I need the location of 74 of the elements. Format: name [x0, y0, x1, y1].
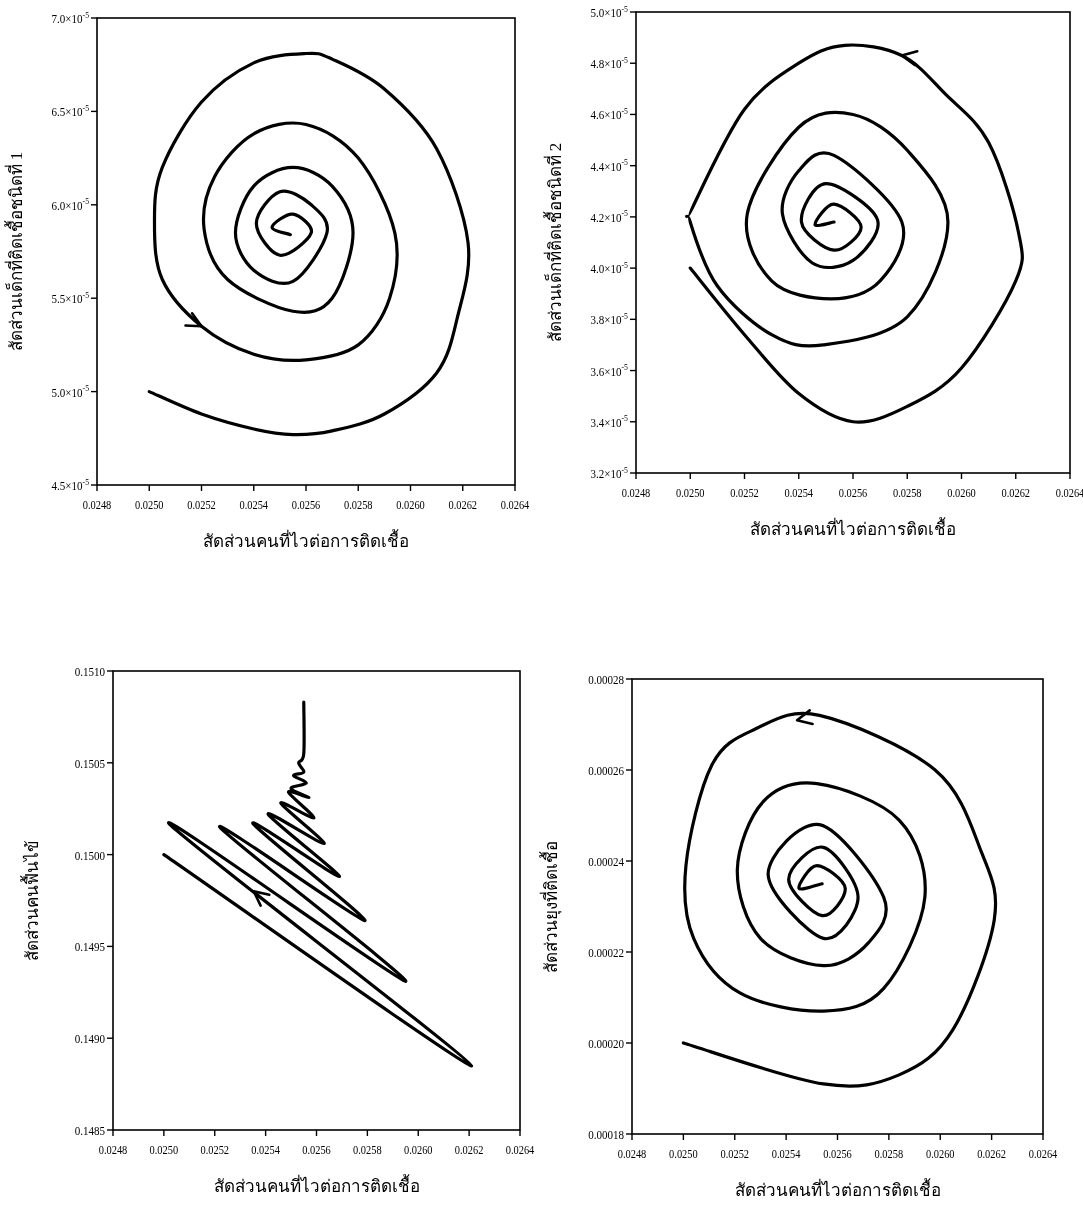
x-tick-label: 0.0248	[621, 485, 651, 501]
y-tick-label: 4.4×10$^{-5}$	[590, 156, 628, 174]
x-tick-label: 0.0256	[291, 497, 321, 513]
x-tick-label: 0.0256	[823, 1146, 852, 1162]
y-axis-title: สัดส่วนเด็กที่ติดเชื้อชนิดที่ 2	[543, 142, 565, 343]
x-tick-label: 0.0260	[947, 485, 976, 501]
x-tick-label: 0.0262	[977, 1146, 1007, 1162]
x-tick-label: 0.0264	[1028, 1146, 1058, 1162]
x-axis-title: สัดส่วนคนที่ไวต่อการติดเชื้อ	[213, 1174, 420, 1196]
x-tick-label: 0.0262	[448, 497, 478, 513]
y-tick-label: 4.8×10$^{-5}$	[590, 54, 628, 72]
x-axis-title: สัดส่วนคนที่ไวต่อการติดเชื้อ	[734, 1178, 941, 1200]
y-tick-label: 0.1485	[74, 1123, 105, 1139]
x-tick-label: 0.0252	[730, 485, 759, 501]
y-tick-label: 4.0×10$^{-5}$	[590, 259, 628, 277]
x-tick-label: 0.0252	[187, 497, 216, 513]
x-tick-label: 0.0258	[343, 497, 373, 513]
y-tick-label: 0.1505	[74, 755, 105, 772]
x-tick-label: 0.0254	[771, 1146, 801, 1162]
y-tick-label: 4.2×10$^{-5}$	[590, 207, 628, 226]
y-tick-label: 6.5×10$^{-5}$	[51, 102, 89, 120]
x-tick-label: 0.0264	[500, 497, 530, 513]
y-tick-label: 0.1510	[74, 664, 105, 680]
y-tick-label: 3.2×10$^{-5}$	[590, 463, 628, 482]
y-tick-label: 0.00026	[588, 763, 624, 779]
x-tick-label: 0.0254	[239, 497, 269, 513]
x-tick-label: 0.0252	[200, 1142, 230, 1158]
y-tick-label: 5.0×10$^{-5}$	[51, 382, 89, 400]
y-axis-title: สัดส่วนคนฟื้นไข้	[20, 840, 42, 961]
y-tick-label: 0.1500	[74, 847, 105, 863]
x-tick-label: 0.0260	[403, 1142, 433, 1158]
y-tick-label: 0.00018	[588, 1127, 624, 1143]
y-tick-label: 4.6×10$^{-5}$	[590, 105, 628, 123]
y-tick-label: 4.5×10$^{-5}$	[51, 475, 89, 494]
y-tick-label: 0.00022	[588, 945, 624, 961]
x-tick-label: 0.0250	[134, 497, 164, 513]
y-tick-label: 0.1490	[74, 1031, 105, 1047]
x-tick-label: 0.0258	[892, 485, 922, 501]
y-tick-label: 0.00028	[588, 672, 624, 688]
x-tick-label: 0.0262	[1001, 485, 1031, 501]
y-tick-label: 0.00024	[588, 854, 624, 870]
line-series	[681, 712, 997, 1087]
y-tick-label: 5.5×10$^{-5}$	[51, 289, 89, 307]
x-tick-label: 0.0250	[675, 485, 705, 501]
x-tick-label: 0.0248	[617, 1146, 647, 1162]
y-tick-label: 3.8×10$^{-5}$	[590, 310, 628, 328]
x-tick-label: 0.0258	[874, 1146, 904, 1162]
y-tick-label: 3.4×10$^{-5}$	[590, 412, 628, 431]
x-axis-title: สัดส่วนคนที่ไวต่อการติดเชื้อ	[203, 529, 409, 551]
y-tick-label: 7.0×10$^{-5}$	[51, 8, 89, 27]
line-series	[147, 51, 471, 437]
line-series	[162, 700, 474, 1068]
x-tick-label: 0.0252	[720, 1146, 750, 1162]
x-tick-label: 0.0254	[251, 1142, 281, 1158]
x-tick-label: 0.0256	[302, 1142, 331, 1158]
x-tick-label: 0.0250	[149, 1142, 179, 1158]
x-tick-label: 0.0260	[396, 497, 425, 513]
y-axis-title: สัดส่วนยุงที่ติดเชื้อ	[539, 840, 562, 973]
x-tick-label: 0.0256	[838, 485, 868, 501]
x-tick-label: 0.0250	[669, 1146, 698, 1162]
y-tick-label: 5.0×10$^{-5}$	[590, 2, 628, 21]
y-tick-label: 0.1495	[74, 939, 105, 955]
x-tick-label: 0.0248	[98, 1142, 128, 1158]
y-tick-label: 6.0×10$^{-5}$	[51, 195, 89, 214]
x-tick-label: 0.0262	[454, 1142, 484, 1158]
y-tick-label: 3.6×10$^{-5}$	[590, 361, 628, 379]
x-tick-label: 0.0260	[925, 1146, 955, 1162]
x-tick-label: 0.0248	[82, 497, 112, 513]
x-tick-label: 0.0254	[784, 485, 814, 501]
x-tick-label: 0.0264	[505, 1142, 535, 1158]
x-tick-label: 0.0258	[353, 1142, 382, 1158]
x-axis-title: สัดส่วนคนที่ไวต่อการติดเชื้อ	[750, 517, 956, 539]
y-tick-label: 0.00020	[588, 1036, 624, 1052]
y-axis-title: สัดส่วนเด็กที่ติดเชื้อชนิดที่ 1	[4, 151, 26, 352]
